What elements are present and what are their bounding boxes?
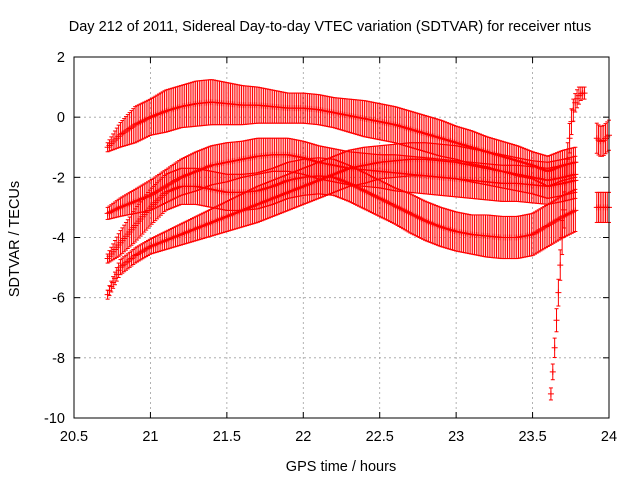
data-point xyxy=(581,90,588,97)
y-tick-label: -10 xyxy=(44,411,65,427)
data-point xyxy=(551,344,558,351)
data-point xyxy=(549,368,556,375)
data-point xyxy=(572,171,579,178)
y-axis-label: SDTVAR / TECUs xyxy=(7,181,23,297)
data-point xyxy=(553,317,560,324)
x-tick-label: 24 xyxy=(601,429,617,445)
data-point xyxy=(559,234,566,241)
x-tick-label: 21.5 xyxy=(213,429,241,445)
x-tick-label: 21 xyxy=(142,429,158,445)
x-tick-label: 20.5 xyxy=(60,429,88,445)
y-tick-label: 0 xyxy=(57,110,65,126)
chart-title: Day 212 of 2011, Sidereal Day-to-day VTE… xyxy=(69,19,591,35)
data-point xyxy=(560,206,567,213)
data-point xyxy=(562,179,569,186)
x-tick-label: 23 xyxy=(448,429,464,445)
series-5 xyxy=(547,86,588,401)
data-point xyxy=(555,289,562,296)
data-point xyxy=(568,118,575,125)
series-4 xyxy=(104,142,579,300)
y-tick-label: 2 xyxy=(57,50,65,66)
y-tick-label: -8 xyxy=(52,351,65,367)
y-tick-label: -4 xyxy=(52,231,65,247)
data-point xyxy=(564,156,571,163)
y-tick-label: -2 xyxy=(52,170,65,186)
data-point xyxy=(572,207,579,214)
y-tick-label: -6 xyxy=(52,291,65,307)
x-axis-label: GPS time / hours xyxy=(286,459,396,475)
x-tick-label: 22 xyxy=(295,429,311,445)
data-point xyxy=(547,390,554,397)
x-tick-label: 23.5 xyxy=(518,429,546,445)
axis-ticks: 20.5 21 21.5 22 22.5 23 23.5 24 -10 -8 -6 -4 -2 0 2 xyxy=(44,50,617,445)
data-series xyxy=(104,79,612,401)
data-point xyxy=(566,135,573,142)
x-tick-label: 22.5 xyxy=(366,429,394,445)
data-point xyxy=(557,262,564,269)
